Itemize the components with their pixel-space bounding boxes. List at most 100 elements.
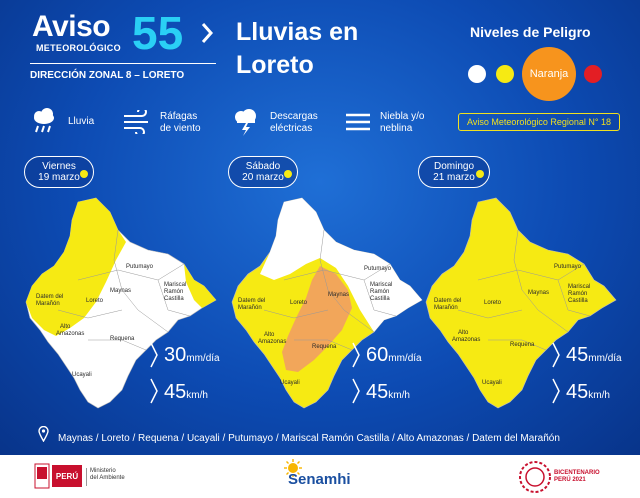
aviso-word: Aviso bbox=[32, 10, 111, 43]
map-sabado: Putumayo Maynas Mariscal Ramón Castilla … bbox=[231, 197, 423, 409]
day-name: Viernes bbox=[42, 161, 76, 172]
sun-icon bbox=[476, 170, 484, 178]
white-zone bbox=[260, 198, 422, 332]
location-pin-icon bbox=[38, 426, 49, 442]
legend-wind-line2: de viento bbox=[160, 123, 201, 134]
map-viernes: Putumayo Maynas Mariscal Ramón Castilla … bbox=[25, 197, 217, 409]
label-maynas: Maynas bbox=[328, 292, 349, 298]
label-mariscal3: Castilla bbox=[568, 298, 588, 304]
rain-value-sabado: 60mm/día bbox=[366, 344, 422, 366]
legend-fog-line2: neblina bbox=[380, 123, 413, 134]
title-line-2: Loreto bbox=[236, 51, 314, 79]
legend-lightning-line2: eléctricas bbox=[270, 123, 313, 134]
label-mariscal1: Mariscal bbox=[568, 284, 590, 290]
footer: PERÚ Ministerio del Ambiente Senamhi BIC… bbox=[0, 455, 640, 498]
label-mariscal3: Castilla bbox=[164, 296, 184, 302]
label-mariscal3: Castilla bbox=[370, 296, 390, 302]
yellow-zone bbox=[26, 198, 126, 336]
legend-fog-line1: Niebla y/o bbox=[380, 111, 425, 122]
label-ucayali: Ucayali bbox=[482, 380, 502, 386]
label-mariscal2: Ramón bbox=[568, 291, 587, 297]
label-mariscal2: Ramón bbox=[164, 289, 183, 295]
bicentenario-label: BICENTENARIO PERÚ 2021 bbox=[554, 470, 600, 484]
label-putumayo: Putumayo bbox=[554, 264, 582, 270]
peru-shield-icon bbox=[34, 463, 50, 489]
level-orange-circle: Naranja bbox=[522, 47, 576, 101]
day-pill-viernes: Viernes 19 marzo bbox=[24, 156, 94, 188]
level-white-dot bbox=[468, 65, 486, 83]
wind-value-sabado: 45km/h bbox=[366, 381, 410, 403]
day-name: Domingo bbox=[433, 161, 475, 172]
chevron-right-icon bbox=[552, 378, 560, 404]
chevron-right-icon bbox=[201, 23, 214, 43]
label-alto1: Alto bbox=[60, 324, 71, 330]
chevron-right-icon bbox=[352, 342, 360, 368]
label-putumayo: Putumayo bbox=[364, 266, 392, 272]
label-requena: Requena bbox=[110, 336, 135, 342]
page-title: Lluvias en Loreto bbox=[236, 16, 358, 82]
chevron-right-icon bbox=[352, 378, 360, 404]
legend-rain-label: Lluvia bbox=[68, 116, 95, 127]
provinces-list: Maynas / Loreto / Requena / Ucayali / Pu… bbox=[58, 433, 560, 444]
label-requena: Requena bbox=[510, 342, 535, 348]
label-datem1: Datem del bbox=[238, 298, 265, 304]
label-loreto: Loreto bbox=[86, 298, 104, 304]
level-orange-label: Naranja bbox=[529, 68, 569, 80]
aviso-subtitle: METEOROLÓGICO bbox=[36, 43, 121, 53]
label-loreto: Loreto bbox=[484, 300, 502, 306]
lightning-cloud-icon bbox=[235, 109, 256, 136]
bicentenario-line1: BICENTENARIO bbox=[554, 470, 600, 476]
rain-value-domingo: 45mm/día bbox=[566, 344, 622, 366]
yellow-zone bbox=[184, 264, 216, 308]
chevron-right-icon bbox=[150, 378, 158, 404]
chevron-right-icon bbox=[552, 342, 560, 368]
wind-gust-icon bbox=[124, 110, 148, 134]
label-alto2: Amazonas bbox=[258, 339, 286, 345]
orange-zone bbox=[282, 266, 352, 372]
label-maynas: Maynas bbox=[110, 288, 131, 294]
day-pill-sabado: Sábado 20 marzo bbox=[228, 156, 298, 188]
label-mariscal1: Mariscal bbox=[370, 282, 392, 288]
day-pill-domingo: Domingo 21 marzo bbox=[418, 156, 490, 188]
niveles-title: Niveles de Peligro bbox=[470, 24, 591, 40]
label-ucayali: Ucayali bbox=[72, 372, 92, 378]
wind-value-domingo: 45km/h bbox=[566, 381, 610, 403]
sun-icon bbox=[80, 170, 88, 178]
label-alto1: Alto bbox=[264, 332, 275, 338]
aviso-number: 55 bbox=[132, 7, 184, 59]
bicentenario-line2: PERÚ 2021 bbox=[554, 477, 586, 483]
fog-icon bbox=[346, 113, 370, 131]
day-date: 20 marzo bbox=[242, 172, 284, 183]
regional-notice: Aviso Meteorológico Regional N° 18 bbox=[458, 113, 620, 131]
legend-wind-line1: Ráfagas bbox=[160, 111, 198, 122]
label-maynas: Maynas bbox=[528, 290, 549, 296]
chevron-right-icon bbox=[150, 342, 158, 368]
label-datem1: Datem del bbox=[434, 298, 461, 304]
rain-cloud-icon bbox=[34, 108, 54, 133]
day-date: 21 marzo bbox=[433, 172, 475, 183]
direction-label: DIRECCIÓN ZONAL 8 – LORETO bbox=[30, 70, 185, 81]
label-datem2: Marañón bbox=[36, 301, 60, 307]
label-mariscal2: Ramón bbox=[370, 289, 389, 295]
ministry-line1: Ministerio bbox=[90, 468, 116, 474]
label-requena: Requena bbox=[312, 344, 337, 350]
legend-fog-label: Niebla y/o neblina bbox=[380, 111, 424, 135]
legend-lightning-label: Descargas eléctricas bbox=[270, 111, 318, 135]
ministry-line2: del Ambiente bbox=[90, 475, 125, 481]
legend-lightning-line1: Descargas bbox=[270, 111, 318, 122]
day-date: 19 marzo bbox=[38, 172, 80, 183]
level-red-dot bbox=[584, 65, 602, 83]
legend-wind-label: Ráfagas de viento bbox=[160, 111, 201, 135]
level-yellow-dot bbox=[496, 65, 514, 83]
label-alto2: Amazonas bbox=[56, 331, 84, 337]
map-domingo: Putumayo Maynas Mariscal Ramón Castilla … bbox=[425, 197, 617, 409]
label-putumayo: Putumayo bbox=[126, 264, 154, 270]
ministry-label: Ministerio del Ambiente bbox=[86, 468, 134, 486]
sun-logo-icon bbox=[284, 459, 302, 477]
day-name: Sábado bbox=[245, 161, 281, 172]
senamhi-logo: Senamhi bbox=[288, 471, 351, 488]
divider bbox=[30, 63, 216, 64]
sun-icon bbox=[284, 170, 292, 178]
label-alto1: Alto bbox=[458, 330, 469, 336]
peru-label: PERÚ bbox=[52, 465, 82, 487]
